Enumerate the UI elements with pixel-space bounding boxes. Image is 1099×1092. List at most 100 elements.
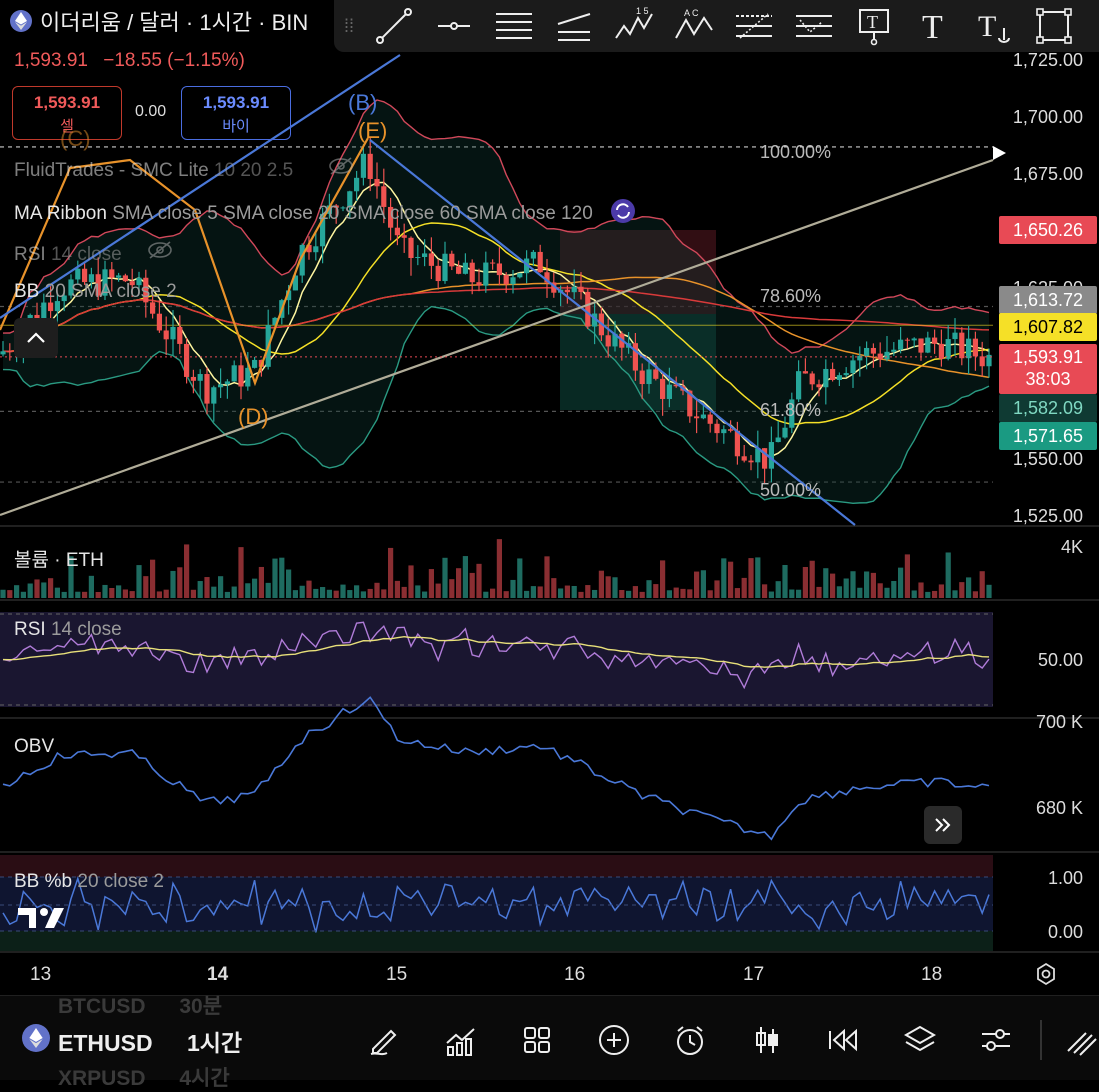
chart-type-icon[interactable] <box>749 1022 785 1058</box>
wave-pattern-line <box>0 137 369 387</box>
more-tools-icon[interactable] <box>1063 1022 1099 1058</box>
obv-axis-mid: 680 K <box>1035 798 1083 818</box>
watchlist-item-prev[interactable]: BTCUSD 30분 <box>58 990 222 1020</box>
chart-settings-gear-icon[interactable] <box>1034 962 1058 991</box>
text-icon[interactable]: T <box>904 4 964 48</box>
bbb-params: 20 close 2 <box>77 871 164 892</box>
candle-body <box>660 378 666 399</box>
volume-bar <box>551 578 557 598</box>
settings-sliders-icon[interactable] <box>978 1022 1014 1058</box>
replay-icon[interactable] <box>825 1022 861 1058</box>
bb-legend[interactable]: BB 20 SMA close 2 <box>14 281 177 303</box>
volume-bar <box>918 582 924 598</box>
last-price: 1,593.91 <box>14 50 88 71</box>
trend-line-icon[interactable] <box>364 4 424 48</box>
volume-bar <box>190 589 196 598</box>
buy-button[interactable]: 1,593.91 바이 <box>181 86 291 140</box>
bar-countdown: 38:03 <box>1025 369 1071 389</box>
volume-bar <box>279 557 285 598</box>
drag-handle-icon[interactable]: ⁞⁞ <box>343 15 354 36</box>
volume-bar <box>299 585 305 598</box>
volume-bar <box>27 583 33 598</box>
rsi-legend[interactable]: RSI 14 close <box>14 619 122 641</box>
volume-bar <box>360 591 366 598</box>
volume-bar <box>830 573 836 598</box>
volume-bar <box>109 587 115 598</box>
indicators-icon[interactable] <box>443 1022 479 1058</box>
watchlist-item-current[interactable]: ETHUSD 1시간 <box>58 1024 242 1058</box>
scroll-to-realtime-button[interactable] <box>924 806 962 844</box>
volume-legend[interactable]: 볼륨 · ETH <box>14 550 104 571</box>
watchlist-item-next[interactable]: XRPUSD 4시간 <box>58 1062 230 1092</box>
sell-button[interactable]: 1,593.91 셀 <box>12 86 122 140</box>
candle-body <box>388 206 394 228</box>
volume-bar <box>741 577 747 598</box>
symbol-title[interactable]: 이더리움 / 달러 · 1시간 · BIN <box>40 10 309 35</box>
ma-ribbon-legend[interactable]: MA Ribbon SMA close 5 SMA close 20 SMA c… <box>14 198 636 230</box>
volume-bar <box>272 558 278 598</box>
candle-body <box>422 253 428 258</box>
volume-bar <box>680 588 686 598</box>
volume-bar <box>129 591 135 598</box>
candle-body <box>292 275 298 291</box>
blue-down-trend-line <box>369 139 856 526</box>
rsi-overlay-legend[interactable]: RSI 14 close <box>14 240 173 266</box>
fib-extension-icon[interactable] <box>784 4 844 48</box>
parallel-channel-icon[interactable] <box>484 4 544 48</box>
bbb-legend[interactable]: BB %b 20 close 2 <box>14 871 164 893</box>
elliott-wave-12345-icon[interactable]: 1 5 <box>604 4 664 48</box>
volume-bar <box>333 590 339 598</box>
volume-bar <box>632 586 638 598</box>
volume-bar <box>0 589 6 598</box>
candle-body <box>435 265 441 282</box>
volume-bar <box>197 581 203 598</box>
anchored-text-icon[interactable]: T <box>844 4 904 48</box>
candle-body <box>476 282 482 286</box>
add-icon[interactable] <box>596 1022 632 1058</box>
price-tag-yellow: 1,607.82 <box>999 313 1097 341</box>
volume-bar <box>61 591 67 598</box>
volume-bar <box>456 568 462 598</box>
candle-body <box>401 235 407 238</box>
bb-upper-line <box>2 99 990 354</box>
rsi-pane-bg <box>0 612 993 707</box>
symbol-header[interactable]: 이더리움 / 달러 · 1시간 · BIN <box>10 6 308 36</box>
bb-params: 20 SMA close 2 <box>44 281 177 302</box>
rectangle-icon[interactable] <box>1024 4 1084 48</box>
volume-bar <box>422 591 428 598</box>
candle-body <box>367 153 373 179</box>
hidden-eye-icon[interactable] <box>147 241 173 265</box>
layers-icon[interactable] <box>902 1022 938 1058</box>
volume-bar <box>177 567 183 598</box>
watchlist-interval: 30분 <box>179 995 223 1018</box>
volume-bar <box>88 575 94 598</box>
alert-icon[interactable] <box>672 1022 708 1058</box>
candle-body <box>231 365 237 382</box>
candle-body <box>741 456 747 461</box>
fib-retracement-icon[interactable] <box>724 4 784 48</box>
volume-bar <box>809 560 815 598</box>
volume-bar <box>605 576 611 598</box>
svg-text:1 5: 1 5 <box>636 6 649 16</box>
volume-bar <box>204 577 210 598</box>
candle-body <box>605 335 611 347</box>
volume-bar <box>381 589 387 598</box>
draw-icon[interactable] <box>366 1022 402 1058</box>
hidden-eye-icon[interactable] <box>328 157 354 181</box>
ethereum-logo-icon <box>10 10 32 32</box>
abcd-pattern-icon[interactable]: A C <box>664 4 724 48</box>
volume-bar <box>952 590 958 598</box>
candle-body <box>925 337 931 353</box>
fluidtrades-legend[interactable]: FluidTrades - SMC Lite 10 20 2.5 <box>14 156 354 182</box>
horizontal-ray-icon[interactable] <box>424 4 484 48</box>
templates-icon[interactable] <box>519 1022 555 1058</box>
collapse-legend-button[interactable] <box>14 318 58 358</box>
obv-legend[interactable]: OBV <box>14 736 55 757</box>
anchored-note-icon[interactable]: T <box>964 4 1024 48</box>
volume-bar <box>14 585 20 598</box>
candle-body <box>61 295 67 302</box>
price-tag-bb-mid: 1,582.09 <box>999 394 1097 422</box>
regression-trend-icon[interactable] <box>544 4 604 48</box>
price-change: −18.55 (−1.15%) <box>103 50 245 71</box>
